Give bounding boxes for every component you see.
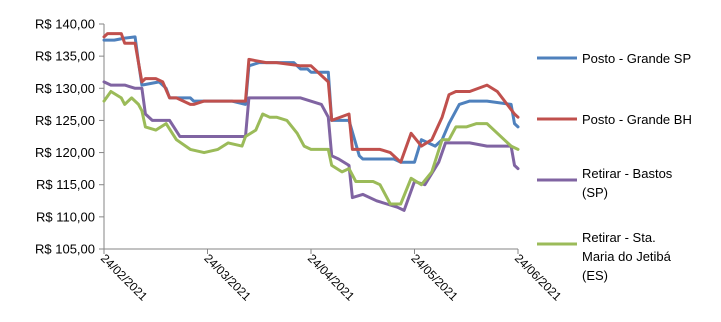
legend-label: Posto - Grande BH [582, 112, 692, 127]
y-axis: R$ 105,00 R$ 110,00 R$ 115,00 R$ 120,00 R$ 1… [35, 17, 105, 257]
legend-label: Posto - Grande SP [582, 51, 691, 66]
series-line-2 [102, 32, 520, 164]
series-line-3 [102, 80, 520, 212]
series-line-4 [102, 90, 520, 206]
y-tick-label: R$ 130,00 [35, 81, 95, 96]
x-tick-label: 24/04/2021 [305, 251, 358, 304]
legend-item-2: Posto - Grande BH [537, 112, 692, 127]
legend-item-1: Posto - Grande SP [537, 51, 691, 66]
legend: Posto - Grande SP Posto - Grande BH Retira… [537, 51, 692, 283]
legend-item-3: Retirar - Bastos (SP) [537, 166, 673, 200]
legend-label: Retirar - Bastos (SP) [582, 166, 673, 200]
legend-label: Retirar - Sta. Maria do Jetibá (ES) [582, 230, 672, 283]
x-tick-label: 24/02/2021 [98, 251, 151, 304]
x-tick-label: 24/06/2021 [512, 251, 565, 304]
y-tick-label: R$ 125,00 [35, 113, 95, 128]
legend-item-4: Retirar - Sta. Maria do Jetibá (ES) [537, 230, 672, 283]
y-tick-label: R$ 120,00 [35, 145, 95, 160]
y-tick-label: R$ 140,00 [35, 17, 95, 32]
x-tick-label: 24/05/2021 [408, 251, 461, 304]
x-axis: 24/02/2021 24/03/2021 24/04/2021 24/05/2021… [98, 248, 565, 304]
y-tick-label: R$ 115,00 [36, 177, 95, 192]
x-tick-label: 24/03/2021 [201, 251, 254, 304]
series-lines [102, 32, 520, 212]
y-tick-label: R$ 105,00 [35, 242, 95, 257]
y-tick-label: R$ 135,00 [35, 49, 95, 64]
y-tick-label: R$ 110,00 [36, 209, 95, 224]
